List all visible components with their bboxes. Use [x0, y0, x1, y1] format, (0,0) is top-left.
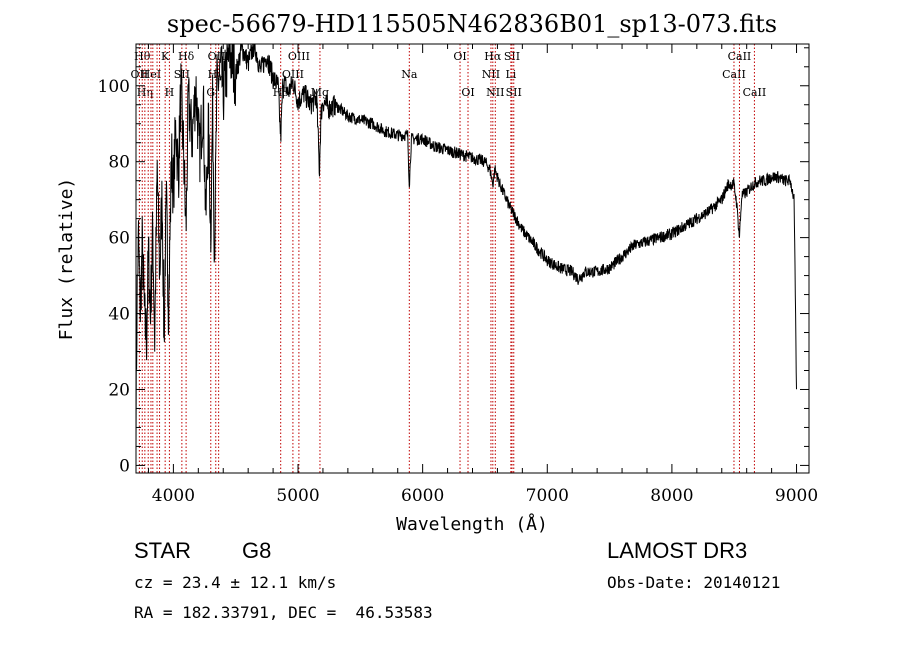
- object-class: STAR: [134, 538, 192, 563]
- spectral-line-label: K: [161, 50, 170, 63]
- spectral-line-label: OI: [461, 86, 474, 99]
- spectral-line-label: Hδ: [178, 50, 195, 63]
- spectral-line-label: CaII: [722, 68, 746, 81]
- y-tick-label: 40: [108, 305, 130, 325]
- spectral-line-label: CaII: [743, 86, 767, 99]
- spectral-line-label: H: [165, 86, 175, 99]
- redshift-readout: cz = 23.4 ± 12.1 km/s: [134, 573, 337, 592]
- spectral-line-label: OIII: [282, 68, 304, 81]
- spectral-line-label: Li: [505, 68, 516, 81]
- x-tick-label: 6000: [401, 486, 444, 506]
- y-tick-label: 20: [108, 380, 130, 400]
- y-tick-label: 80: [108, 153, 130, 173]
- spectral-line-label: Hβ: [273, 86, 289, 99]
- plot-area: OIIHθHηHeIKHSIIHδGHγOIIIHβOIIIOIIIMgNaOI…: [131, 43, 797, 473]
- spectral-line-label: SII: [504, 50, 520, 63]
- x-tick-label: 9000: [775, 486, 818, 506]
- spectral-line-label: Na: [401, 68, 418, 81]
- spectral-line-label: OIII: [208, 50, 230, 63]
- spectral-line-label: Hη: [137, 86, 153, 99]
- x-tick-label: 7000: [526, 486, 569, 506]
- x-axis-label: Wavelength (Å): [396, 513, 548, 535]
- y-axis-label: Flux (relative): [56, 178, 77, 341]
- observation-date: Obs-Date: 20140121: [607, 573, 781, 592]
- spectral-line-label: OI: [453, 50, 466, 63]
- spectral-line-label: NII: [482, 68, 500, 81]
- spectral-line-label: Hγ: [208, 68, 225, 81]
- spectral-line-label: CaII: [728, 50, 752, 63]
- spectral-line-label: NII: [486, 86, 504, 99]
- coordinates-readout: RA = 182.33791, DEC = 46.53583: [134, 603, 433, 622]
- chart-title: spec-56679-HD115505N462836B01_sp13-073.f…: [167, 10, 777, 38]
- plot-frame: [135, 43, 810, 474]
- spectral-line-label: SII: [506, 86, 522, 99]
- x-tick-label: 5000: [276, 486, 319, 506]
- object-subclass: G8: [242, 538, 272, 563]
- x-tick-label: 4000: [152, 486, 195, 506]
- spectrum-line: [135, 43, 797, 455]
- spectral-line-label: OII: [131, 68, 149, 81]
- x-tick-label: 8000: [650, 486, 693, 506]
- y-tick-label: 100: [98, 77, 130, 97]
- survey-name: LAMOST DR3: [607, 538, 748, 563]
- y-tick-label: 60: [108, 229, 130, 249]
- y-tick-label: 0: [119, 456, 130, 476]
- spectral-line-label: HeI: [141, 68, 161, 81]
- spectral-line-label: G: [206, 86, 215, 99]
- spectral-line-label: OIII: [288, 50, 310, 63]
- spectral-line-label: Hα: [484, 50, 502, 63]
- spectral-line-label: Hθ: [134, 50, 151, 63]
